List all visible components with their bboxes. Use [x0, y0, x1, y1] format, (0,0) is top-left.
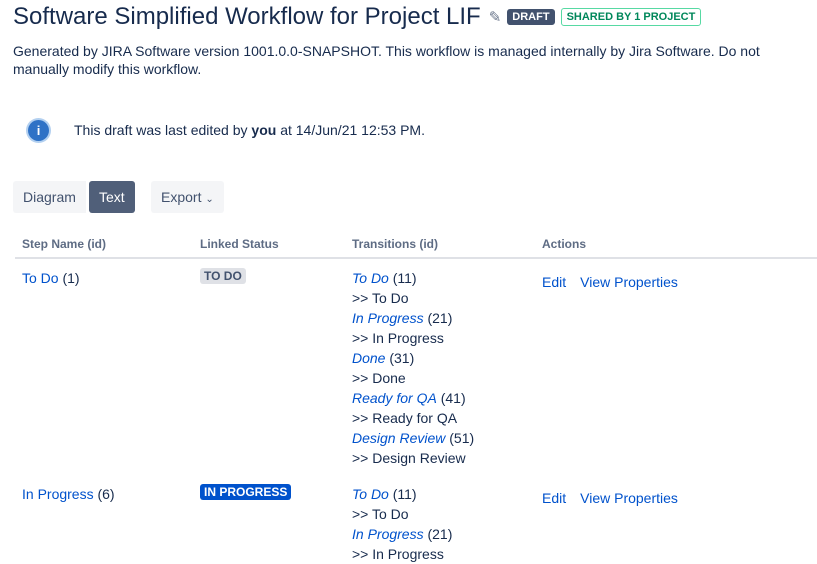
transition-id: (11): [392, 270, 417, 286]
actions-cell: Edit View Properties: [542, 272, 692, 292]
draft-notice: This draft was last edited by you at 14/…: [74, 122, 425, 138]
transition-target: >> To Do: [352, 290, 409, 306]
transition-item: In Progress (21): [352, 308, 474, 328]
text-view-button[interactable]: Text: [89, 181, 135, 213]
shared-badge[interactable]: SHARED BY 1 PROJECT: [560, 8, 702, 26]
transition-id: (11): [392, 486, 417, 502]
notice-user: you: [251, 122, 277, 138]
transition-id: (21): [427, 526, 453, 542]
notice-suffix: at 14/Jun/21 12:53 PM.: [276, 122, 425, 138]
notice-prefix: This draft was last edited by: [74, 122, 252, 138]
transition-id: (21): [427, 310, 453, 326]
header-linked-status: Linked Status: [200, 237, 279, 251]
header-divider: [15, 257, 817, 259]
transition-item: In Progress (21): [352, 524, 452, 544]
header-transitions: Transitions (id): [352, 237, 439, 251]
export-dropdown[interactable]: Export ⌄: [151, 181, 224, 213]
transition-id: (31): [389, 350, 415, 366]
actions-cell: Edit View Properties: [542, 488, 692, 508]
edit-link[interactable]: Edit: [542, 490, 567, 506]
workflow-title: Software Simplified Workflow for Project…: [13, 3, 481, 30]
step-link[interactable]: In Progress: [22, 486, 94, 502]
edit-link[interactable]: Edit: [542, 274, 567, 290]
transition-target: >> Done: [352, 370, 406, 386]
info-icon: i: [28, 120, 49, 141]
transitions-list: To Do (11) >> To Do In Progress (21) >> I…: [352, 484, 452, 564]
transition-target: >> In Progress: [352, 546, 444, 562]
transition-id: (51): [449, 430, 475, 446]
view-properties-link[interactable]: View Properties: [580, 490, 678, 506]
header-actions: Actions: [542, 237, 587, 251]
page-title: Software Simplified Workflow for Project…: [13, 3, 702, 31]
transition-id: (41): [440, 390, 466, 406]
transition-link[interactable]: Ready for QA: [352, 390, 437, 406]
transition-item: Done (31): [352, 348, 474, 368]
workflow-description: Generated by JIRA Software version 1001.…: [13, 43, 760, 77]
step-id: (1): [62, 270, 80, 286]
status-lozenge: TO DO: [200, 268, 246, 284]
transition-link[interactable]: To Do: [352, 270, 389, 286]
transition-link[interactable]: In Progress: [352, 310, 424, 326]
step-link[interactable]: To Do: [22, 270, 59, 286]
view-properties-link[interactable]: View Properties: [580, 274, 678, 290]
chevron-down-icon: ⌄: [205, 194, 214, 205]
transition-link[interactable]: Design Review: [352, 430, 446, 446]
transition-item: Design Review (51): [352, 428, 474, 448]
transition-link[interactable]: In Progress: [352, 526, 424, 542]
draft-badge: DRAFT: [507, 9, 555, 25]
transition-link[interactable]: Done: [352, 350, 386, 366]
transition-item: To Do (11): [352, 484, 452, 504]
header-step-name: Step Name (id): [22, 237, 107, 251]
transition-link[interactable]: To Do: [352, 486, 389, 502]
transition-target: >> In Progress: [352, 330, 444, 346]
diagram-view-button[interactable]: Diagram: [13, 181, 86, 213]
pencil-icon[interactable]: ✎: [488, 9, 502, 26]
export-label: Export: [161, 189, 202, 205]
transition-target: >> Design Review: [352, 450, 466, 466]
transition-target: >> To Do: [352, 506, 409, 522]
transition-item: To Do (11): [352, 268, 474, 288]
step-cell: In Progress (6): [22, 484, 115, 504]
transition-target: >> Ready for QA: [352, 410, 458, 426]
step-cell: To Do (1): [22, 268, 80, 288]
transitions-list: To Do (11) >> To Do In Progress (21) >> I…: [352, 268, 474, 468]
step-id: (6): [97, 486, 115, 502]
transition-item: Ready for QA (41): [352, 388, 474, 408]
status-lozenge: IN PROGRESS: [200, 484, 292, 500]
